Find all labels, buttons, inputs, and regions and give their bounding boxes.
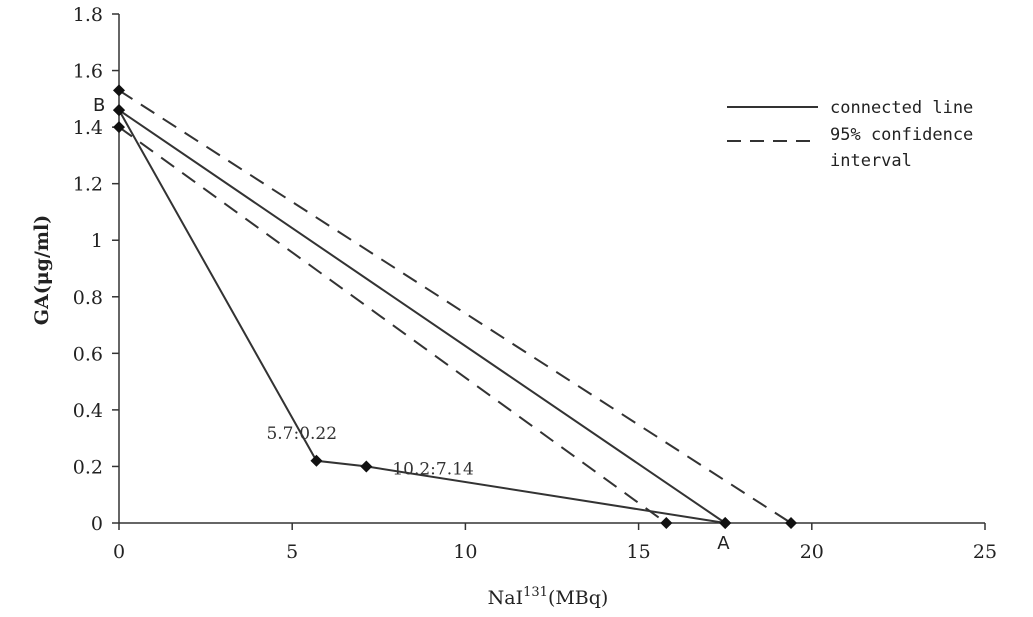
series-line-2	[118, 126, 667, 524]
y-tick-label: 1.8	[73, 4, 103, 26]
data-point-marker	[719, 517, 732, 529]
point-label-b: B	[93, 95, 105, 116]
y-tick-label: 0.4	[73, 400, 103, 422]
ticks: 0 5 10 15 20 25 0 0.2 0.4 0.6 0.8 1 1.2 1.4 1.6 1.8	[73, 4, 997, 563]
data-point-marker	[113, 121, 125, 134]
x-axis-title: NaI131(MBq)	[488, 585, 609, 609]
x-tick-label: 15	[627, 541, 651, 563]
annotation-5-7: 5.7:0.22	[266, 424, 337, 444]
x-axis-title-sup: 131	[523, 585, 548, 600]
series-layer	[118, 89, 792, 524]
y-tick-label: 0	[91, 513, 103, 535]
labels-layer: B A 5.7:0.22 10.2:7.14	[93, 95, 730, 554]
annotation-10-2: 10.2:7.14	[392, 459, 473, 479]
data-point-marker	[785, 517, 798, 529]
y-tick-label: 0.2	[73, 456, 103, 478]
legend-label-connected-line: connected line	[830, 98, 973, 118]
legend: connected line 95% confidence interval	[727, 98, 973, 171]
y-axis-title: GA(μg/ml)	[31, 215, 53, 325]
markers-layer	[113, 84, 798, 529]
legend-label-confidence: 95% confidence	[830, 125, 973, 145]
x-axis-title-main: NaI	[488, 587, 523, 609]
series-line-1	[118, 89, 792, 524]
data-point-marker	[310, 454, 323, 467]
axes	[118, 14, 985, 524]
x-tick-label: 20	[800, 541, 824, 563]
legend-label-interval: interval	[830, 151, 912, 171]
data-point-marker	[360, 460, 373, 473]
y-tick-label: 0.6	[73, 343, 103, 365]
data-point-marker	[660, 517, 673, 529]
data-point-marker	[113, 84, 125, 97]
series-line-0	[118, 109, 726, 524]
x-tick-label: 0	[113, 541, 125, 563]
x-tick-label: 25	[973, 541, 997, 563]
x-tick-label: 10	[453, 541, 477, 563]
y-tick-label: 1.6	[73, 61, 103, 83]
data-point-marker	[113, 104, 125, 117]
y-tick-label: 0.8	[73, 287, 103, 309]
x-axis-title-unit: (MBq)	[548, 587, 608, 609]
series-line-3	[118, 109, 726, 524]
x-tick-label: 5	[286, 541, 298, 563]
y-tick-label: 1.2	[73, 174, 103, 196]
y-tick-label: 1	[91, 230, 103, 252]
y-tick-label: 1.4	[73, 117, 103, 139]
point-label-a: A	[717, 533, 730, 554]
